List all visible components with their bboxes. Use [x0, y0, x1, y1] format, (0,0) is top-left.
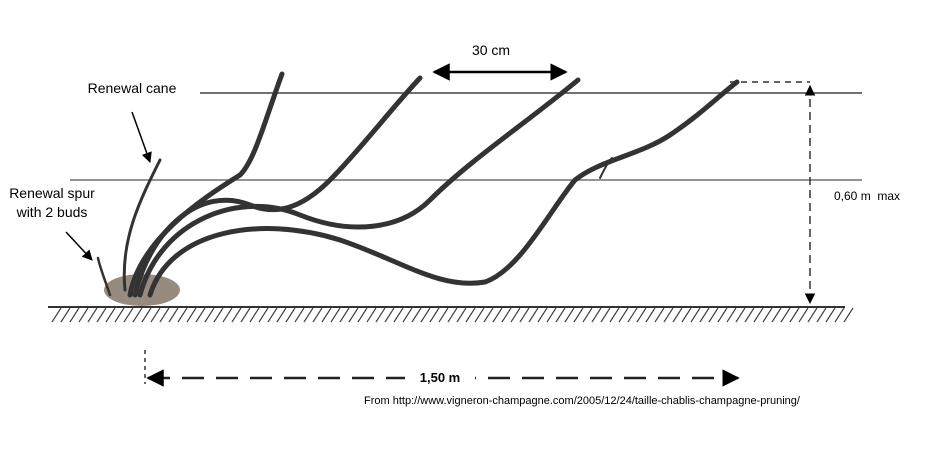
ground	[48, 306, 854, 323]
length-label: 1,50 m	[420, 370, 460, 385]
vine	[96, 71, 740, 306]
callout-arrow	[131, 111, 152, 163]
renewal-spur-label: Renewal spur	[9, 185, 95, 201]
label-bg	[76, 76, 194, 100]
label-bg	[405, 366, 475, 388]
callout-arrow	[65, 231, 93, 261]
renewal-cane-label: Renewal cane	[88, 80, 177, 96]
renewal-spur-label: with 2 buds	[16, 204, 88, 220]
height-label: 0,60 m max	[834, 189, 900, 203]
source: From http://www.vigneron-champagne.com/2…	[364, 395, 801, 407]
spacing-label: 30 cm	[472, 42, 510, 58]
